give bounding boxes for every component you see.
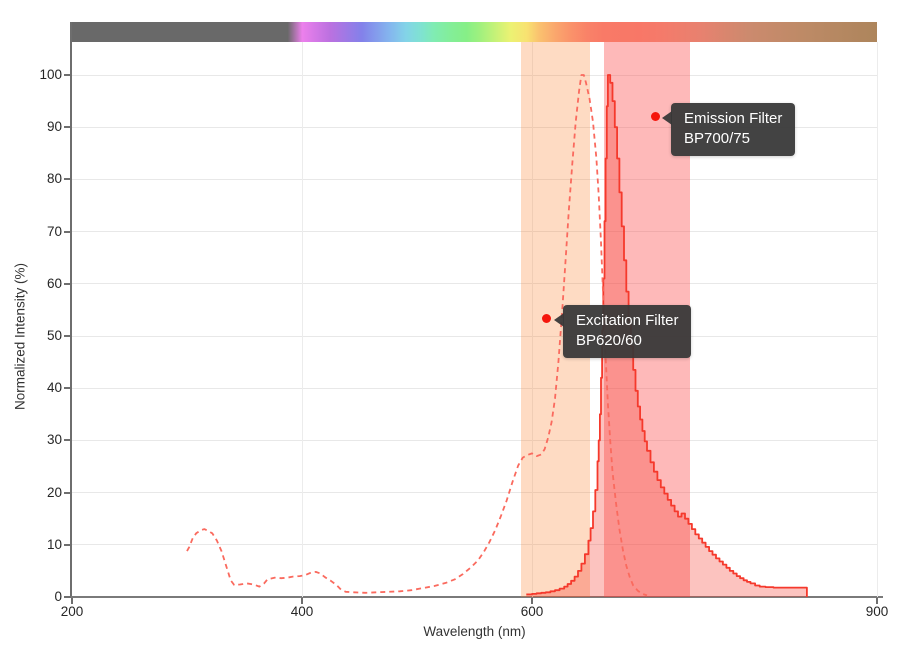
x-axis-title: Wavelength (nm) bbox=[423, 624, 526, 639]
y-tick-mark bbox=[64, 596, 71, 598]
y-tick-label: 0 bbox=[54, 589, 62, 604]
spectra-curves bbox=[186, 74, 808, 597]
y-tick-label: 60 bbox=[46, 275, 62, 291]
tooltip-title: Emission Filter bbox=[684, 109, 783, 127]
x-tick-mark bbox=[301, 598, 303, 604]
y-tick-mark bbox=[64, 126, 71, 129]
y-tick-mark bbox=[64, 491, 71, 494]
y-tick-label: 10 bbox=[46, 536, 62, 552]
emission-filter-tooltip: Emission Filter BP700/75 bbox=[662, 102, 796, 156]
x-tick-label: 600 bbox=[520, 604, 544, 619]
y-axis-title: Normalized Intensity (%) bbox=[12, 262, 28, 411]
x-tick-label: 200 bbox=[60, 604, 84, 619]
y-tick-label: 100 bbox=[39, 67, 62, 82]
h-gridline bbox=[72, 544, 877, 546]
v-gridline bbox=[301, 42, 303, 597]
y-tick-label: 50 bbox=[46, 328, 62, 343]
h-gridline bbox=[72, 74, 877, 76]
emission-hover-dot bbox=[650, 112, 660, 122]
h-gridline bbox=[72, 126, 877, 128]
y-tick-mark bbox=[64, 335, 71, 337]
emission-spectrum-line[interactable] bbox=[526, 74, 808, 597]
y-tick-mark bbox=[64, 230, 71, 233]
excitation-hover-dot bbox=[542, 314, 552, 324]
h-gridline bbox=[72, 335, 877, 337]
y-tick-label: 80 bbox=[46, 171, 62, 187]
y-tick-label: 40 bbox=[46, 380, 62, 396]
h-gridline bbox=[72, 231, 877, 233]
y-tick-mark bbox=[64, 282, 71, 285]
x-axis-line bbox=[65, 596, 883, 598]
x-tick-label: 400 bbox=[290, 604, 314, 619]
y-tick-mark bbox=[64, 439, 71, 442]
tooltip-arrow-icon bbox=[553, 312, 564, 327]
v-gridline bbox=[876, 42, 878, 597]
excitation-filter-tooltip: Excitation Filter BP620/60 bbox=[553, 304, 692, 358]
y-axis-line bbox=[70, 22, 72, 598]
x-tick-mark bbox=[531, 598, 533, 604]
h-gridline bbox=[72, 178, 877, 180]
y-tick-mark bbox=[64, 178, 71, 181]
y-tick-label: 20 bbox=[46, 484, 62, 500]
x-tick-mark bbox=[876, 598, 878, 604]
x-tick-label: 900 bbox=[865, 604, 889, 619]
tooltip-arrow-icon bbox=[662, 110, 673, 125]
y-tick-mark bbox=[64, 74, 71, 76]
v-gridline bbox=[531, 42, 533, 597]
tooltip-subtitle: BP700/75 bbox=[684, 129, 750, 147]
x-tick-mark bbox=[71, 598, 73, 604]
h-gridline bbox=[72, 283, 877, 285]
h-gridline bbox=[72, 492, 877, 494]
tooltip-title: Excitation Filter bbox=[575, 311, 679, 329]
h-gridline bbox=[72, 439, 877, 441]
y-tick-label: 70 bbox=[46, 223, 62, 239]
tooltip-subtitle: BP620/60 bbox=[575, 331, 642, 349]
y-tick-label: 90 bbox=[46, 119, 62, 135]
y-tick-label: 30 bbox=[46, 432, 62, 448]
h-gridline bbox=[72, 387, 877, 389]
y-tick-mark bbox=[64, 387, 71, 390]
wavelength-colorbar bbox=[72, 22, 877, 42]
y-tick-mark bbox=[64, 543, 71, 546]
